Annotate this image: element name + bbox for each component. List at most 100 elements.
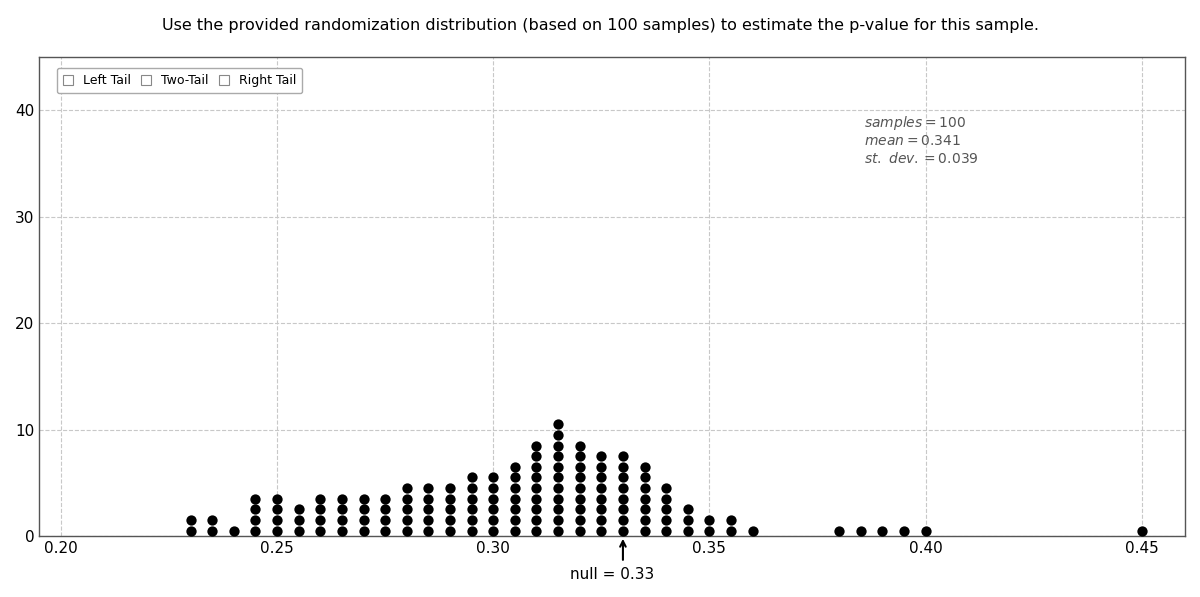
Point xyxy=(592,462,611,472)
Point xyxy=(505,462,524,472)
Point xyxy=(548,451,568,461)
Point xyxy=(548,484,568,493)
Point xyxy=(613,526,632,536)
Point xyxy=(743,526,762,536)
Point xyxy=(419,494,438,503)
Point xyxy=(656,494,676,503)
Point xyxy=(548,441,568,450)
Point xyxy=(311,504,330,514)
Point xyxy=(440,504,460,514)
Point xyxy=(527,526,546,536)
Point xyxy=(570,484,589,493)
Point xyxy=(397,526,416,536)
Point xyxy=(354,515,373,525)
Point xyxy=(613,462,632,472)
Point xyxy=(592,473,611,482)
Point xyxy=(224,526,244,536)
Point xyxy=(548,526,568,536)
Point xyxy=(613,504,632,514)
Point xyxy=(700,526,719,536)
Point xyxy=(570,494,589,503)
Point xyxy=(419,526,438,536)
Point xyxy=(397,515,416,525)
Point xyxy=(592,526,611,536)
Text: $samples = 100$
$mean = 0.341$
$st.\ dev. = 0.039$: $samples = 100$ $mean = 0.341$ $st.\ dev… xyxy=(864,114,979,166)
Point xyxy=(462,526,481,536)
Point xyxy=(484,526,503,536)
Point xyxy=(505,515,524,525)
Point xyxy=(700,515,719,525)
Point xyxy=(613,451,632,461)
Point xyxy=(613,473,632,482)
Point xyxy=(635,462,654,472)
Point xyxy=(548,430,568,439)
Point xyxy=(570,473,589,482)
Point xyxy=(203,515,222,525)
Point xyxy=(635,473,654,482)
Point xyxy=(678,515,697,525)
Point xyxy=(181,526,200,536)
Point xyxy=(613,484,632,493)
Point xyxy=(527,494,546,503)
Point xyxy=(419,515,438,525)
Point xyxy=(268,526,287,536)
Point xyxy=(397,504,416,514)
Point xyxy=(484,494,503,503)
Point xyxy=(462,473,481,482)
Point xyxy=(548,473,568,482)
Point xyxy=(440,484,460,493)
Point xyxy=(376,504,395,514)
Point xyxy=(505,526,524,536)
Point xyxy=(592,515,611,525)
Point xyxy=(397,494,416,503)
Point xyxy=(332,494,352,503)
Point xyxy=(354,526,373,536)
Point xyxy=(548,515,568,525)
Point xyxy=(311,494,330,503)
Point xyxy=(613,515,632,525)
Point xyxy=(505,504,524,514)
Point xyxy=(1132,526,1151,536)
Point xyxy=(354,504,373,514)
Point xyxy=(289,515,308,525)
Point xyxy=(829,526,848,536)
Point xyxy=(203,526,222,536)
Point xyxy=(570,526,589,536)
Point xyxy=(484,504,503,514)
Point xyxy=(548,494,568,503)
Point xyxy=(527,484,546,493)
Point xyxy=(462,515,481,525)
Point xyxy=(527,473,546,482)
Point xyxy=(570,515,589,525)
X-axis label: null = 0.33: null = 0.33 xyxy=(570,567,654,582)
Point xyxy=(332,526,352,536)
Point xyxy=(246,515,265,525)
Point xyxy=(635,494,654,503)
Point xyxy=(548,504,568,514)
Point xyxy=(916,526,935,536)
Point xyxy=(592,504,611,514)
Point xyxy=(851,526,870,536)
Point xyxy=(527,451,546,461)
Point xyxy=(311,526,330,536)
Point xyxy=(268,515,287,525)
Point xyxy=(656,484,676,493)
Point xyxy=(656,526,676,536)
Point xyxy=(678,526,697,536)
Point xyxy=(570,441,589,450)
Point xyxy=(376,526,395,536)
Point xyxy=(505,473,524,482)
Point xyxy=(246,526,265,536)
Point xyxy=(613,494,632,503)
Point xyxy=(246,504,265,514)
Point xyxy=(527,504,546,514)
Legend: Left Tail, Two-Tail, Right Tail: Left Tail, Two-Tail, Right Tail xyxy=(56,68,302,93)
Point xyxy=(484,484,503,493)
Point xyxy=(462,504,481,514)
Point xyxy=(289,504,308,514)
Point xyxy=(440,515,460,525)
Point xyxy=(354,494,373,503)
Point xyxy=(268,504,287,514)
Point xyxy=(656,504,676,514)
Point xyxy=(484,515,503,525)
